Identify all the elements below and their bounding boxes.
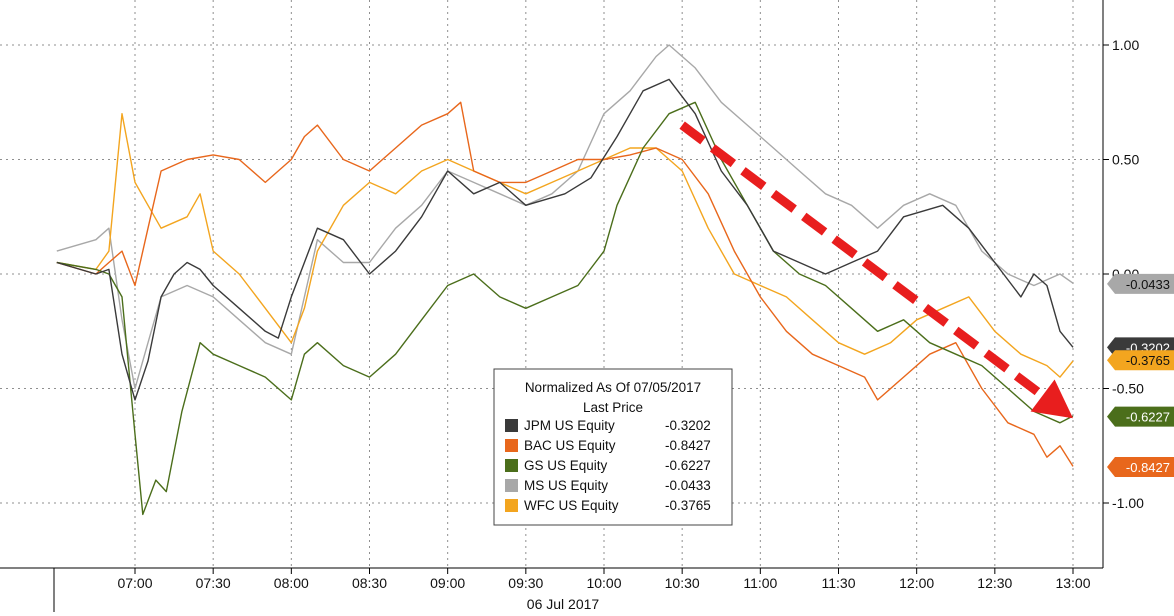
last-price-tag-ms: -0.0433: [1107, 273, 1174, 294]
x-tick-label: 12:30: [977, 575, 1012, 591]
x-tick-label: 09:30: [508, 575, 543, 591]
x-tick-label: 08:00: [274, 575, 309, 591]
legend-swatch: [505, 419, 518, 432]
annotation-arrow-shaft: [679, 121, 1046, 400]
last-price-tags: -0.0433-0.3202-0.3765-0.6227-0.8427: [1107, 273, 1174, 477]
legend-swatch: [505, 499, 518, 512]
last-price-tag-value: -0.8427: [1126, 460, 1170, 475]
legend: Normalized As Of 07/05/2017 Last Price J…: [493, 368, 733, 526]
legend-item-ms: MS US Equity -0.0433: [505, 478, 711, 493]
series-lines: [56, 44, 1074, 516]
legend-item-wfc: WFC US Equity -0.3765: [505, 498, 711, 513]
series-line-ms: [56, 44, 1074, 390]
grid: [0, 0, 1100, 568]
legend-series-name: JPM US Equity: [524, 418, 615, 433]
legend-item-bac: BAC US Equity -0.8427: [505, 438, 711, 453]
last-price-tag-value: -0.0433: [1126, 277, 1170, 292]
x-axis-label: 06 Jul 2017: [527, 596, 600, 612]
legend-series-name: GS US Equity: [524, 458, 608, 473]
x-tick-label: 07:30: [196, 575, 231, 591]
x-tick-label: 10:00: [586, 575, 621, 591]
last-price-tag-value: -0.3765: [1126, 353, 1170, 368]
x-tick-label: 12:00: [899, 575, 934, 591]
legend-series-value: -0.3765: [665, 498, 711, 513]
legend-series-value: -0.3202: [665, 418, 711, 433]
axes: [0, 0, 1104, 612]
x-tick-label: 13:00: [1055, 575, 1090, 591]
legend-swatch: [505, 459, 518, 472]
x-tick-label: 07:00: [117, 575, 152, 591]
legend-series-value: -0.6227: [665, 458, 711, 473]
legend-swatch: [505, 439, 518, 452]
legend-box: [493, 368, 733, 526]
x-tick-label: 11:00: [743, 575, 777, 591]
x-tick-label: 10:30: [665, 575, 700, 591]
y-tick-label: -0.50: [1112, 381, 1144, 397]
series-line-gs: [56, 101, 1074, 516]
y-tick-label: 1.00: [1112, 37, 1139, 53]
legend-series-name: MS US Equity: [524, 478, 608, 493]
x-tick-label: 08:30: [352, 575, 387, 591]
legend-items: JPM US Equity -0.3202 BAC US Equity -0.8427…: [505, 418, 711, 513]
x-tick-labels: 07:00 07:30 08:00 08:30 09:00 09:30 10:00 10:30…: [117, 568, 1091, 591]
series-line-wfc: [56, 113, 1074, 378]
legend-item-jpm: JPM US Equity -0.3202: [505, 418, 711, 433]
y-tick-label: 0.50: [1112, 152, 1139, 168]
last-price-tag-wfc: -0.3765: [1107, 350, 1174, 371]
legend-swatch: [505, 479, 518, 492]
x-tick-label: 09:00: [430, 575, 465, 591]
legend-series-value: -0.8427: [665, 438, 711, 453]
last-price-tag-gs: -0.6227: [1107, 406, 1174, 427]
series-line-jpm: [56, 78, 1074, 401]
annotation-arrow-head: [1030, 379, 1073, 419]
annotation: [679, 121, 1073, 419]
last-price-tag-bac: -0.8427: [1107, 456, 1174, 477]
x-tick-label: 11:30: [822, 575, 856, 591]
legend-title: Normalized As Of 07/05/2017: [525, 380, 701, 395]
last-price-tag-value: -0.6227: [1126, 410, 1170, 425]
legend-item-gs: GS US Equity -0.6227: [505, 458, 711, 473]
legend-subtitle: Last Price: [583, 400, 643, 415]
y-tick-label: -1.00: [1112, 495, 1144, 511]
legend-series-name: BAC US Equity: [524, 438, 616, 453]
legend-series-value: -0.0433: [665, 478, 711, 493]
legend-series-name: WFC US Equity: [524, 498, 619, 513]
series-line-bac: [56, 101, 1074, 467]
